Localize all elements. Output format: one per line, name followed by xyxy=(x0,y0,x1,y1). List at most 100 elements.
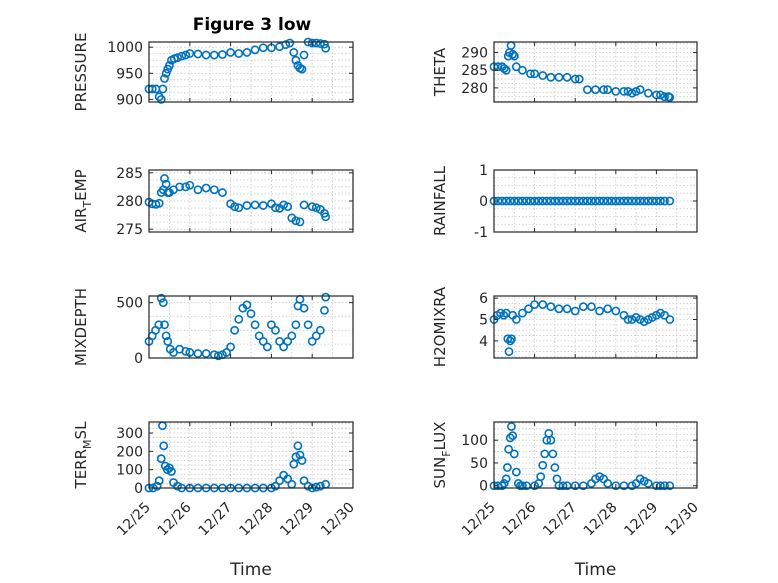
data-point xyxy=(562,481,572,491)
data-point xyxy=(524,304,533,314)
data-point xyxy=(320,39,329,49)
grid-lines xyxy=(493,296,698,358)
data-point xyxy=(162,465,172,475)
data-point xyxy=(154,320,164,330)
data-point xyxy=(315,325,325,335)
y-axis-label: MIXDEPTH xyxy=(72,288,90,366)
y-tick-label: 50 xyxy=(470,456,488,472)
data-point xyxy=(173,53,182,63)
y-tick-label: 4 xyxy=(479,334,488,350)
data-point xyxy=(321,43,331,53)
data-point xyxy=(201,349,211,358)
data-point xyxy=(526,196,535,206)
data-point xyxy=(508,49,518,59)
data-point xyxy=(287,331,297,341)
data-point xyxy=(497,481,507,491)
data-point xyxy=(250,320,260,330)
data-point xyxy=(554,196,564,206)
data-point xyxy=(209,50,219,60)
y-tick-label: 0 xyxy=(479,194,488,210)
data-point xyxy=(299,50,309,60)
data-point xyxy=(538,300,548,309)
data-point xyxy=(307,336,317,346)
data-point xyxy=(627,196,637,206)
data-point xyxy=(534,196,544,206)
data-point xyxy=(639,196,649,206)
data-point xyxy=(161,179,171,189)
data-point xyxy=(222,348,231,357)
data-point xyxy=(570,74,580,84)
data-point xyxy=(497,196,507,206)
data-point xyxy=(193,49,203,59)
series-markers xyxy=(144,37,331,104)
data-point xyxy=(177,51,187,61)
data-point xyxy=(665,315,675,324)
axes-box xyxy=(493,295,698,359)
y-tick-label: 300 xyxy=(116,426,143,442)
data-point xyxy=(297,64,307,74)
data-point xyxy=(507,422,516,431)
data-point xyxy=(234,203,244,213)
data-point xyxy=(599,85,609,95)
y-axis-label: H2OMIXRA xyxy=(431,286,449,367)
data-point xyxy=(611,481,621,491)
data-point xyxy=(542,196,552,206)
data-point xyxy=(234,314,244,324)
data-point xyxy=(595,306,604,316)
data-point xyxy=(303,320,313,330)
data-point xyxy=(295,217,305,227)
data-point xyxy=(156,454,166,464)
data-point xyxy=(538,71,548,80)
series-markers xyxy=(144,292,331,361)
data-point xyxy=(513,196,523,206)
data-point xyxy=(164,61,174,70)
data-point xyxy=(242,48,252,57)
data-point xyxy=(158,298,168,308)
data-point xyxy=(656,196,665,206)
data-point xyxy=(627,88,637,98)
y-tick-label: 950 xyxy=(116,66,143,82)
data-point xyxy=(158,84,168,94)
data-point xyxy=(297,456,307,465)
x-axis-label: Time xyxy=(229,560,272,580)
data-point xyxy=(603,304,613,314)
data-point xyxy=(530,69,539,79)
data-point xyxy=(587,196,596,206)
data-point xyxy=(291,216,301,226)
data-point xyxy=(501,474,511,484)
y-tick-label: -1 xyxy=(474,225,488,241)
data-point xyxy=(635,196,645,206)
y-tick-label: 280 xyxy=(116,194,143,210)
data-point xyxy=(652,196,661,206)
data-point xyxy=(258,336,268,346)
data-point xyxy=(234,49,244,58)
y-axis-label: SUNFLUX xyxy=(431,422,453,489)
data-point xyxy=(574,74,584,84)
data-point xyxy=(299,476,309,486)
data-point xyxy=(562,72,572,82)
data-point xyxy=(511,467,521,477)
data-point xyxy=(279,342,289,352)
y-tick-label: 900 xyxy=(116,92,143,108)
data-point xyxy=(665,481,675,491)
y-axis-label: PRESSURE xyxy=(72,33,90,112)
y-tick-label: 0 xyxy=(134,351,143,367)
data-point xyxy=(546,435,556,445)
x-axis-label: Time xyxy=(574,560,617,580)
data-point xyxy=(299,200,309,210)
grid-lines xyxy=(148,170,354,232)
data-point xyxy=(508,431,518,441)
data-point xyxy=(570,196,580,206)
axes-box xyxy=(148,41,354,103)
data-point xyxy=(283,202,293,212)
data-point xyxy=(509,449,519,459)
data-point xyxy=(591,85,600,95)
data-point xyxy=(611,306,621,316)
data-point xyxy=(262,342,272,352)
subplot-4: -1 0 1 RAINFALL xyxy=(431,163,698,241)
data-point xyxy=(499,310,509,320)
data-point xyxy=(643,479,653,488)
data-point xyxy=(289,48,299,57)
